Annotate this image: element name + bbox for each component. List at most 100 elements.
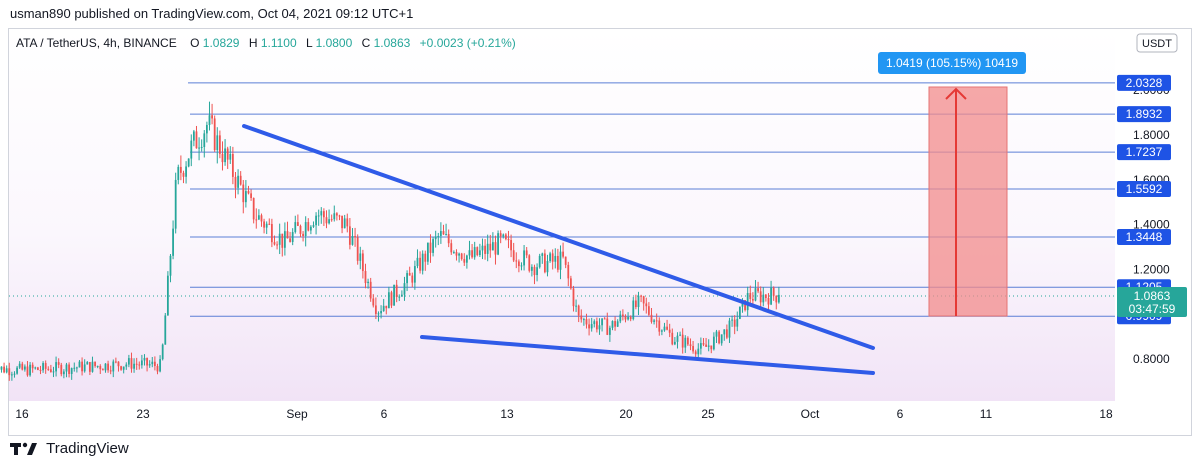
published-header: usman890 published on TradingView.com, O…: [0, 0, 1200, 28]
chart-frame[interactable]: [8, 28, 1192, 436]
candle-body: [192, 131, 195, 141]
candle-body: [309, 226, 312, 231]
candle-body: [437, 236, 440, 238]
candle-body: [707, 345, 710, 347]
measure-box[interactable]: [928, 86, 1008, 317]
candle-body: [99, 365, 102, 370]
candle-body: [478, 250, 481, 256]
candle-body: [642, 296, 645, 304]
candle-body: [668, 329, 671, 333]
candle-body: [361, 253, 364, 272]
candle-body: [647, 306, 650, 315]
candle-body: [725, 329, 728, 338]
candle-body: [499, 233, 502, 237]
time-tick-label: 6: [897, 407, 904, 421]
wedge-lower-line[interactable]: [420, 335, 875, 375]
candle-body: [398, 296, 401, 298]
candle-body: [653, 320, 655, 322]
candle-body: [595, 321, 598, 330]
price-chart[interactable]: 1.0419 (105.15%) 10419 0.8000 1.2000 1.400…: [0, 0, 1200, 436]
candle-body: [307, 222, 310, 231]
candle-body: [299, 225, 302, 234]
candle-body: [263, 221, 265, 228]
time-axis[interactable]: 16 23 Sep 6 13 20 25 Oct 6 11 18: [15, 407, 1113, 421]
candle-body: [432, 239, 434, 253]
candle-body: [5, 368, 8, 373]
legend-close: 1.0863: [374, 36, 411, 50]
candle-body: [81, 361, 83, 372]
candle-body: [554, 255, 557, 262]
candle-body: [728, 320, 731, 338]
candle-body: [36, 367, 39, 370]
measure-label: 1.0419 (105.15%) 10419: [886, 56, 1018, 70]
candle-body: [156, 366, 159, 372]
candle-body: [481, 245, 484, 251]
level-tag-label: 1.7237: [1126, 145, 1163, 159]
candle-body: [276, 244, 278, 246]
candle-body: [107, 363, 109, 371]
candle-body: [507, 239, 510, 241]
measure-arrow-head: [945, 87, 967, 100]
candle-body: [629, 317, 632, 320]
candle-body: [715, 331, 718, 337]
candle-body: [335, 213, 338, 216]
candle-body: [359, 253, 362, 261]
candle-body: [577, 305, 580, 316]
candle-body: [94, 361, 96, 367]
candle-body: [712, 336, 715, 350]
candle-body: [57, 362, 60, 365]
candle-body: [754, 288, 757, 301]
candle-body: [317, 215, 320, 217]
candle-body: [658, 320, 661, 332]
time-tick-label: 11: [980, 407, 993, 421]
candle-body: [624, 316, 627, 320]
candle-body: [621, 314, 624, 317]
candle-body: [39, 369, 42, 371]
candle-body: [528, 255, 531, 271]
candle-body: [455, 252, 458, 256]
candle-body: [338, 215, 341, 217]
price-tag-countdown: 03:47:59: [1129, 302, 1176, 316]
candle-body: [229, 154, 232, 160]
candle-body: [666, 326, 668, 330]
candle-body: [91, 361, 94, 372]
candle-body: [385, 305, 388, 309]
candle-body: [772, 287, 775, 296]
price-tick-label: 0.8000: [1133, 352, 1170, 366]
candle-body: [265, 223, 268, 228]
candle-body: [650, 314, 653, 322]
candle-body: [367, 281, 369, 284]
candle-body: [203, 133, 206, 147]
candle-body: [260, 215, 263, 222]
candle-body: [517, 261, 520, 267]
level-tag-box: [1117, 106, 1171, 123]
legend-low: 1.0800: [316, 36, 353, 50]
candle-body: [382, 305, 385, 312]
candle-body: [65, 364, 68, 372]
candle-body: [96, 365, 99, 367]
candle-body: [676, 335, 679, 342]
candle-body: [689, 344, 692, 347]
candle-body: [140, 360, 143, 366]
level-tag-label: 1.5592: [1126, 182, 1163, 196]
candle-body: [395, 284, 398, 297]
candle-body: [205, 124, 208, 134]
candle-body: [289, 238, 291, 242]
candle-body: [559, 251, 562, 270]
candle-body: [611, 321, 614, 328]
time-tick-label: 18: [1099, 407, 1113, 421]
candle-body: [252, 198, 255, 220]
candle-body: [476, 247, 479, 256]
legend-open: 1.0829: [203, 36, 240, 50]
candle-body: [49, 369, 52, 372]
candle-body: [372, 298, 375, 306]
time-tick-label: 23: [136, 407, 150, 421]
candle-body: [86, 362, 89, 365]
candle-body: [68, 364, 70, 374]
candle-body: [442, 231, 445, 235]
candle-body: [458, 253, 460, 256]
candle-body: [341, 215, 343, 229]
legend-change: +0.0023 (+0.21%): [420, 36, 516, 50]
wedge-upper-line[interactable]: [242, 124, 875, 350]
currency-badge-box[interactable]: [1136, 33, 1178, 53]
